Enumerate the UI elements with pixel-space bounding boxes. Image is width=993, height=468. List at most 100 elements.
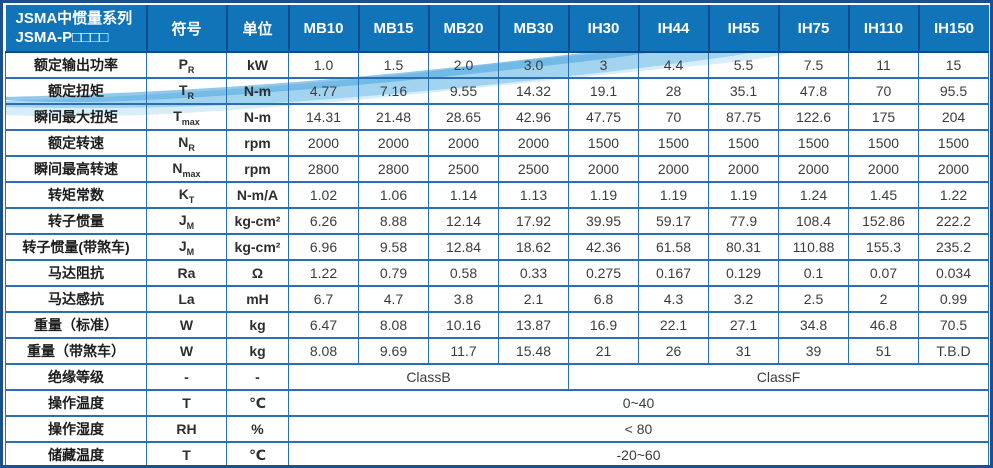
value-cell: 2000 [848, 155, 919, 183]
value-cell: 42.96 [498, 103, 569, 131]
row-label: 转子惯量 [5, 207, 147, 235]
value-cell: 95.5 [918, 77, 989, 105]
symbol-base: K [178, 185, 189, 202]
row-unit: % [226, 415, 289, 443]
value-cell: 70 [638, 103, 709, 131]
merged-value-cell: ClassB [288, 363, 569, 391]
value-cell: 8.08 [288, 337, 359, 365]
value-cell: 3.8 [428, 285, 499, 313]
symbol-base: RH [176, 421, 197, 437]
value-cell: 2.0 [428, 51, 499, 79]
symbol-base: Ra [177, 265, 196, 281]
row-symbol: JM [146, 207, 227, 235]
value-cell: 59.17 [638, 207, 709, 235]
value-cell: 9.69 [358, 337, 429, 365]
value-cell: 2800 [288, 155, 359, 183]
value-cell: 110.88 [778, 233, 849, 261]
row-symbol: T [146, 441, 227, 465]
table-row: 马达阻抗 Ra Ω 1.22 0.79 0.58 0.33 0.275 0.167 0.129 0.… [5, 259, 989, 287]
value-cell: 14.31 [288, 103, 359, 131]
value-cell: 16.9 [568, 311, 639, 339]
value-cell: 0.33 [498, 259, 569, 287]
value-cell: 8.08 [358, 311, 429, 339]
value-cell: 39 [778, 337, 849, 365]
row-unit: kg [226, 311, 289, 339]
row-symbol: Tmax [146, 103, 227, 131]
value-cell: 21.48 [358, 103, 429, 131]
merged-value-cell: 0~40 [288, 389, 989, 417]
value-cell: 2000 [358, 129, 429, 157]
value-cell: 1.0 [288, 51, 359, 79]
value-cell: 1.22 [288, 259, 359, 287]
symbol-subscript: M [186, 220, 195, 231]
value-cell: 0.034 [918, 259, 989, 287]
value-cell: 2500 [498, 155, 569, 183]
value-cell: 3.2 [708, 285, 779, 313]
value-cell: 27.1 [708, 311, 779, 339]
table-row: 转子惯量(带煞车) JM kg-cm² 6.96 9.58 12.84 18.62 42.36… [5, 233, 989, 261]
col-header-mb30: MB30 [497, 5, 569, 53]
value-cell: 1.19 [638, 181, 709, 209]
table-row: 操作湿度 RH% < 80 [5, 415, 989, 443]
value-cell: 2000 [708, 155, 779, 183]
value-cell: 2.1 [498, 285, 569, 313]
value-cell: 19.1 [568, 77, 639, 105]
value-cell: 14.32 [498, 77, 569, 105]
value-cell: 47.8 [778, 77, 849, 105]
value-cell: 2000 [638, 155, 709, 183]
series-title: JSMA中惯量系列 JSMA-P□□□□ [5, 5, 147, 53]
value-cell: 10.16 [428, 311, 499, 339]
value-cell: 2500 [428, 155, 499, 183]
row-label: 操作湿度 [5, 415, 147, 443]
table-row: 转子惯量 JM kg-cm² 6.26 8.88 12.14 17.92 39.95 59.17… [5, 207, 989, 235]
row-unit: kg [226, 337, 289, 365]
row-unit: N-m [226, 103, 289, 131]
value-cell: 1500 [848, 129, 919, 157]
table-row: 瞬间最高转速 Nmax rpm 2800 2800 2500 2500 2000 2000 200… [5, 155, 989, 183]
value-cell: 0.07 [848, 259, 919, 287]
value-cell: 1500 [708, 129, 779, 157]
row-symbol: Nmax [146, 155, 227, 183]
table-row: 转矩常数 KT N-m/A 1.02 1.06 1.14 1.13 1.19 1.19 1.19 1… [5, 181, 989, 209]
value-cell: 51 [848, 337, 919, 365]
value-cell: 21 [568, 337, 639, 365]
row-unit: rpm [226, 129, 289, 157]
row-label: 马达感抗 [5, 285, 147, 313]
row-symbol: RH [146, 415, 227, 443]
value-cell: 35.1 [708, 77, 779, 105]
value-cell: 1500 [568, 129, 639, 157]
value-cell: 80.31 [708, 233, 779, 261]
value-cell: 1.45 [848, 181, 919, 209]
value-cell: 2000 [918, 155, 989, 183]
symbol-subscript: R [187, 90, 195, 101]
value-cell: 0.1 [778, 259, 849, 287]
row-label: 重量（带煞车） [5, 337, 147, 365]
value-cell: 0.167 [638, 259, 709, 287]
value-cell: 2 [848, 285, 919, 313]
symbol-subscript: M [186, 246, 195, 257]
value-cell: 0.79 [358, 259, 429, 287]
spec-table-body: 额定输出功率 PR kW 1.0 1.5 2.0 3.0 3 4.4 5.5 7.5 11 15 额定扭矩… [5, 51, 989, 465]
table-row: 马达感抗 La mH 6.7 4.7 3.8 2.1 6.8 4.3 3.2 2.5 2 0.99 [5, 285, 989, 313]
value-cell: 204 [918, 103, 989, 131]
value-cell: 13.87 [498, 311, 569, 339]
symbol-base: N [172, 159, 183, 176]
col-header-mb10: MB10 [287, 5, 359, 53]
table-row: 额定转速 NR rpm 2000 2000 2000 2000 1500 1500 1500 150… [5, 129, 989, 157]
value-cell: 1500 [918, 129, 989, 157]
row-symbol: W [146, 337, 227, 365]
row-label: 绝缘等级 [5, 363, 147, 391]
value-cell: 7.16 [358, 77, 429, 105]
symbol-base: J [178, 211, 187, 228]
value-cell: 122.6 [778, 103, 849, 131]
value-cell: 1.19 [708, 181, 779, 209]
value-cell: 6.47 [288, 311, 359, 339]
value-cell: 6.7 [288, 285, 359, 313]
col-header-ih30: IH30 [567, 5, 639, 53]
row-label: 马达阻抗 [5, 259, 147, 287]
value-cell: 61.58 [638, 233, 709, 261]
table-row: 额定输出功率 PR kW 1.0 1.5 2.0 3.0 3 4.4 5.5 7.5 11 15 [5, 51, 989, 79]
value-cell: 42.36 [568, 233, 639, 261]
merged-value-cell: -20~60 [288, 441, 989, 465]
